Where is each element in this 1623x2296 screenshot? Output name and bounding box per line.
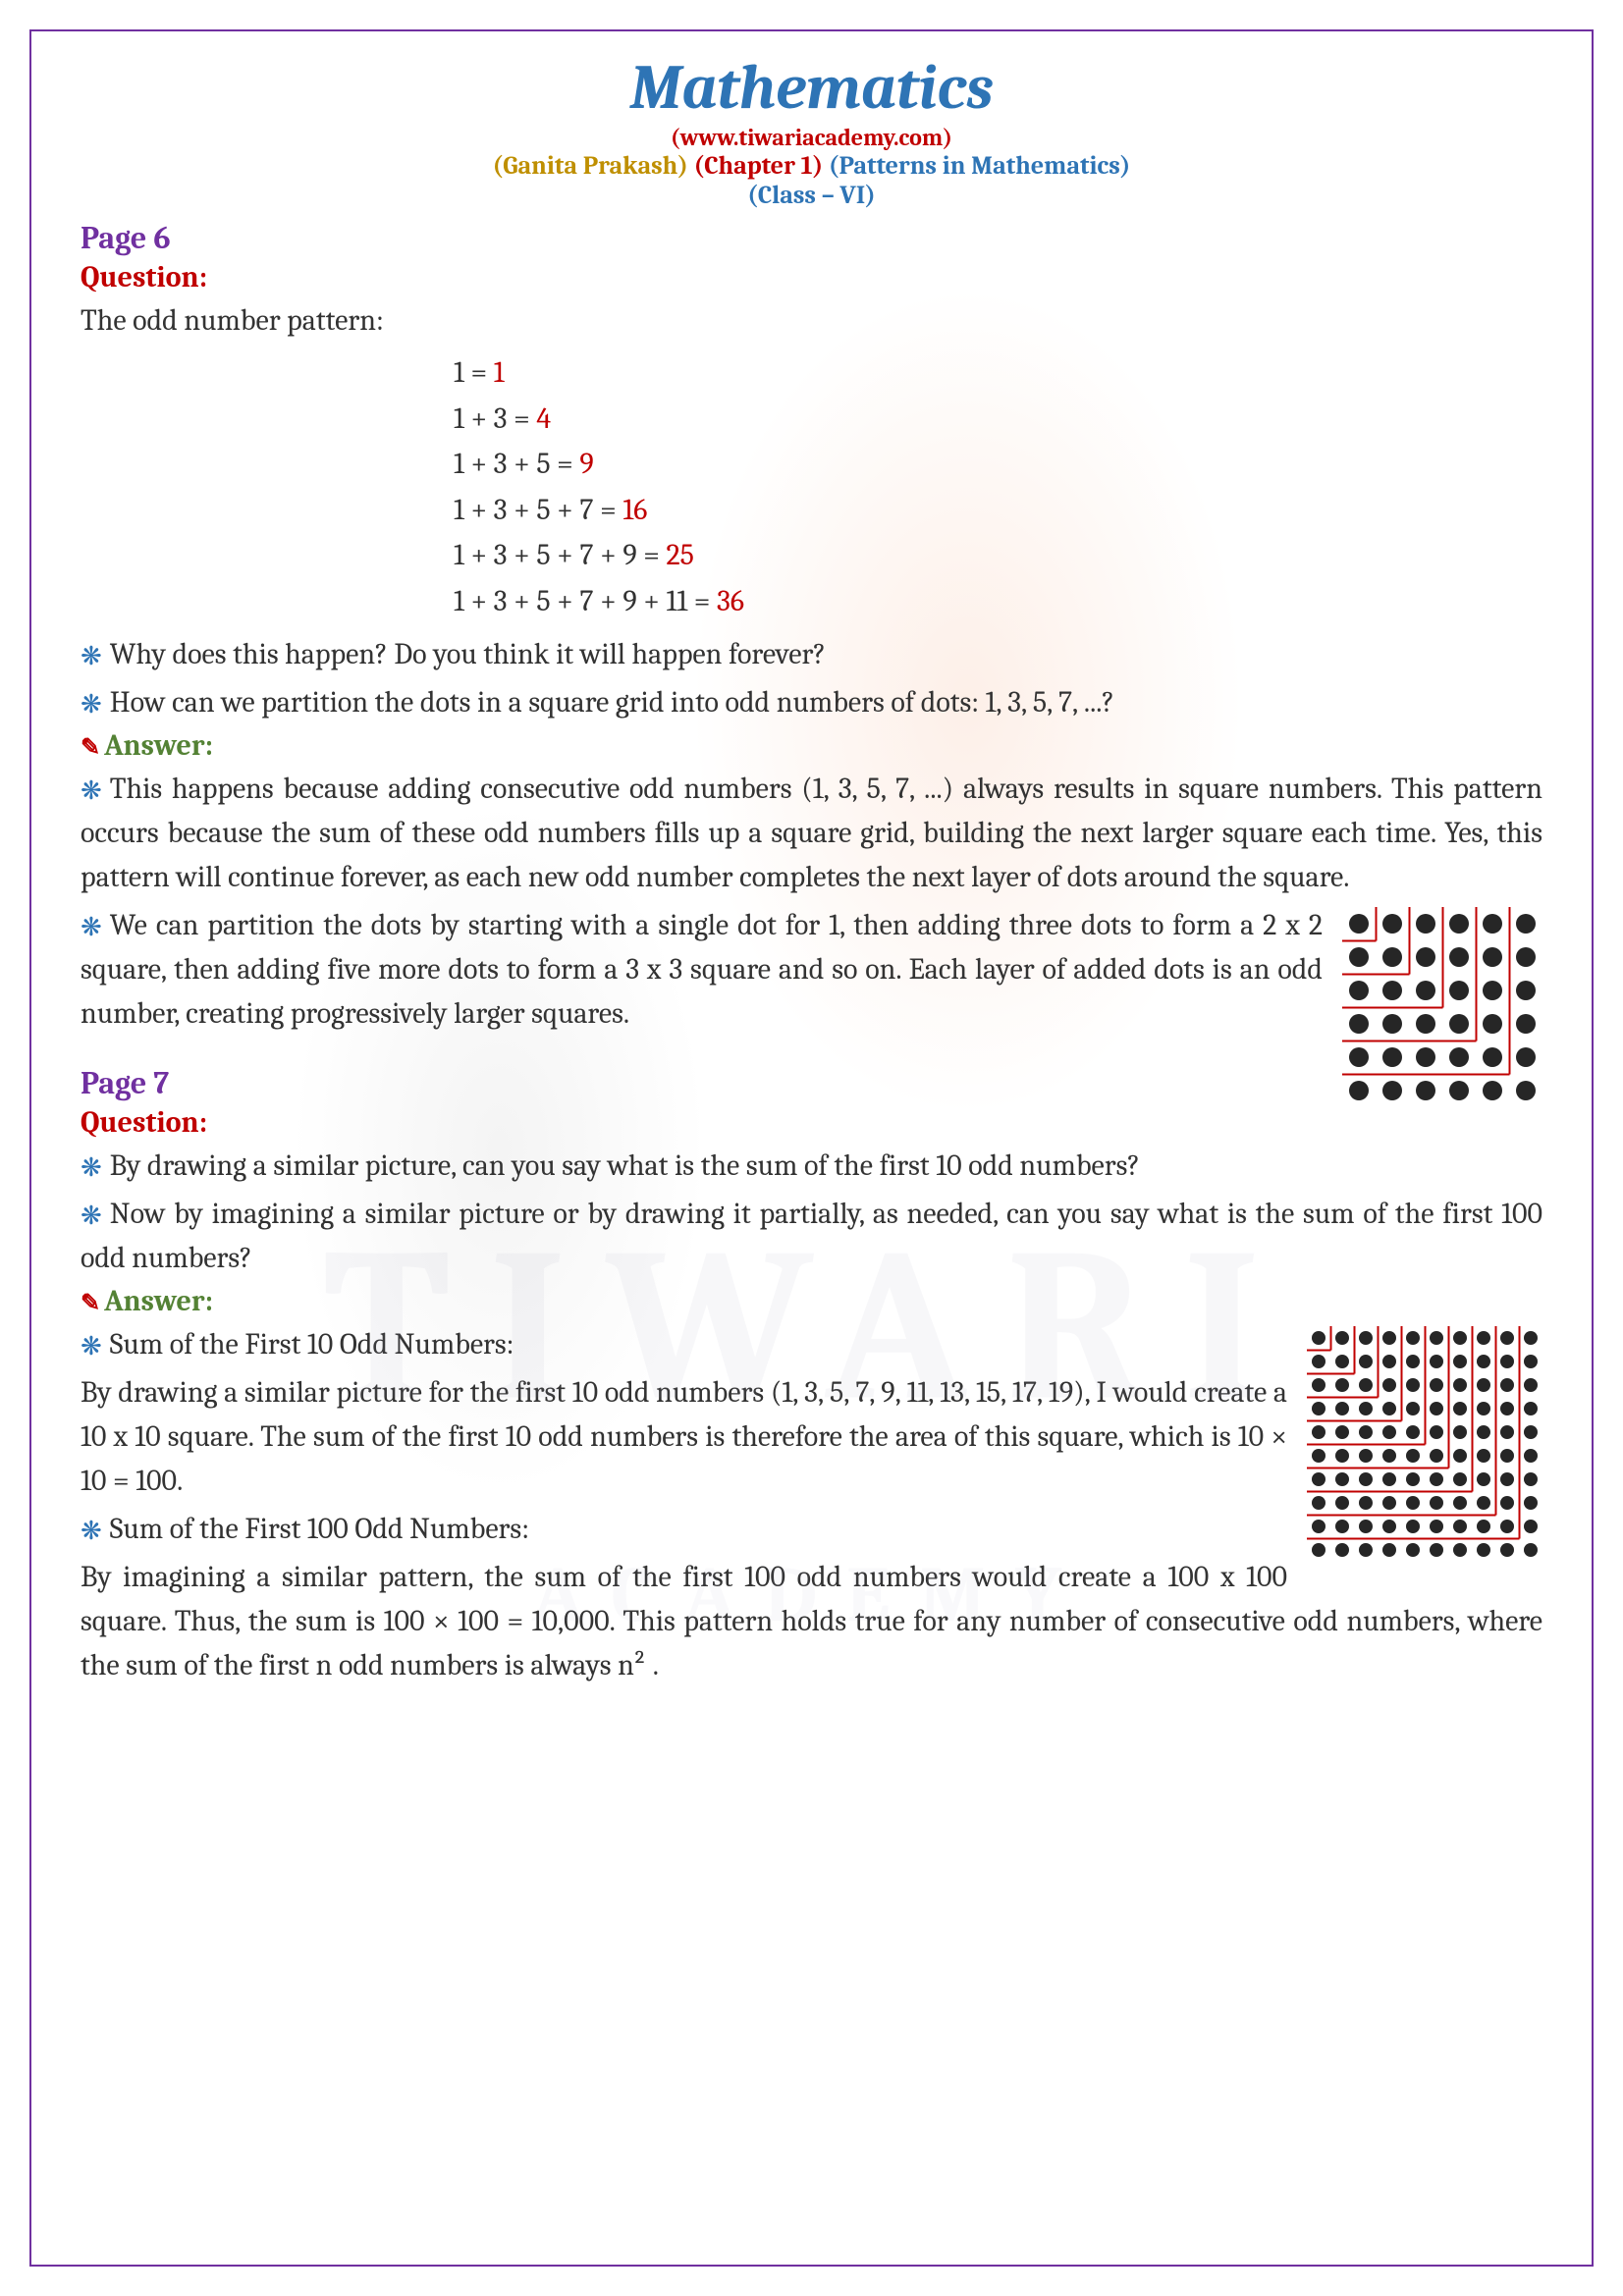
equation-row: 1 = 1 <box>454 350 1542 397</box>
a1title-text: Sum of the First 10 Odd Numbers: <box>110 1327 514 1362</box>
page6-a2: ❋We can partition the dots by starting w… <box>81 903 1542 1036</box>
diagram-6x6 <box>1342 907 1542 1107</box>
chapter-line: (Ganita Prakash) (Chapter 1) (Patterns i… <box>81 151 1542 181</box>
equation-row: 1 + 3 + 5 + 7 + 9 + 11 = 36 <box>454 579 1542 625</box>
page6-label: Page 6 <box>81 220 1542 256</box>
ganita-text: (Ganita Prakash) <box>493 151 688 181</box>
page7-label: Page 7 <box>81 1065 1542 1101</box>
q2-text: How can we partition the dots in a squar… <box>110 685 1114 720</box>
bullet-icon: ❋ <box>81 913 102 942</box>
equation-row: 1 + 3 = 4 <box>454 397 1542 443</box>
patterns-text: (Patterns in Mathematics) <box>829 151 1130 181</box>
page6-question-label: Question: <box>81 260 1542 294</box>
page7-q2: ❋Now by imagining a similar picture or b… <box>81 1192 1542 1280</box>
website-url: (www.tiwariacademy.com) <box>81 124 1542 151</box>
a1-text: This happens because adding consecutive … <box>81 772 1542 894</box>
page6-intro: The odd number pattern: <box>81 298 1542 343</box>
bullet-icon: ❋ <box>81 1201 102 1231</box>
page7-q1: ❋ By drawing a similar picture, can you s… <box>81 1144 1542 1188</box>
a2title-text: Sum of the First 100 Odd Numbers: <box>110 1512 529 1546</box>
bullet-icon: ❋ <box>81 776 102 806</box>
bullet-icon: ❋ <box>81 1332 102 1362</box>
bullet-icon: ❋ <box>81 1153 102 1183</box>
page6-a1: ❋This happens because adding consecutive… <box>81 767 1542 899</box>
page6-q2: ❋ How can we partition the dots in a squa… <box>81 680 1542 724</box>
page7-answer-label: Answer: <box>81 1284 1542 1318</box>
a2-text: We can partition the dots by starting wi… <box>81 908 1323 1031</box>
page6-answer-label: Answer: <box>81 728 1542 763</box>
diagram-10x10 <box>1307 1326 1542 1562</box>
main-title: Mathematics <box>81 51 1542 124</box>
page7-question-label: Question: <box>81 1105 1542 1140</box>
header: Mathematics (www.tiwariacademy.com) (Gan… <box>81 51 1542 210</box>
class-line: (Class – VI) <box>81 181 1542 210</box>
equation-row: 1 + 3 + 5 = 9 <box>454 442 1542 488</box>
q1-text: Why does this happen? Do you think it wi… <box>110 637 826 671</box>
p7q1-text: By drawing a similar picture, can you sa… <box>110 1148 1140 1183</box>
equation-block: 1 = 11 + 3 = 41 + 3 + 5 = 91 + 3 + 5 + 7… <box>454 350 1542 624</box>
page-border: TIWARI ACADEMY Mathematics (www.tiwariac… <box>29 29 1594 2267</box>
page6-q1: ❋ Why does this happen? Do you think it w… <box>81 632 1542 676</box>
page7-a2: By imagining a similar pattern, the sum … <box>81 1555 1542 1687</box>
bullet-icon: ❋ <box>81 1517 102 1546</box>
bullet-icon: ❋ <box>81 690 102 720</box>
bullet-icon: ❋ <box>81 642 102 671</box>
equation-row: 1 + 3 + 5 + 7 = 16 <box>454 488 1542 534</box>
chapter-text: (Chapter 1) <box>694 151 824 181</box>
p7q2-text: Now by imagining a similar picture or by… <box>81 1197 1542 1275</box>
equation-row: 1 + 3 + 5 + 7 + 9 = 25 <box>454 533 1542 579</box>
